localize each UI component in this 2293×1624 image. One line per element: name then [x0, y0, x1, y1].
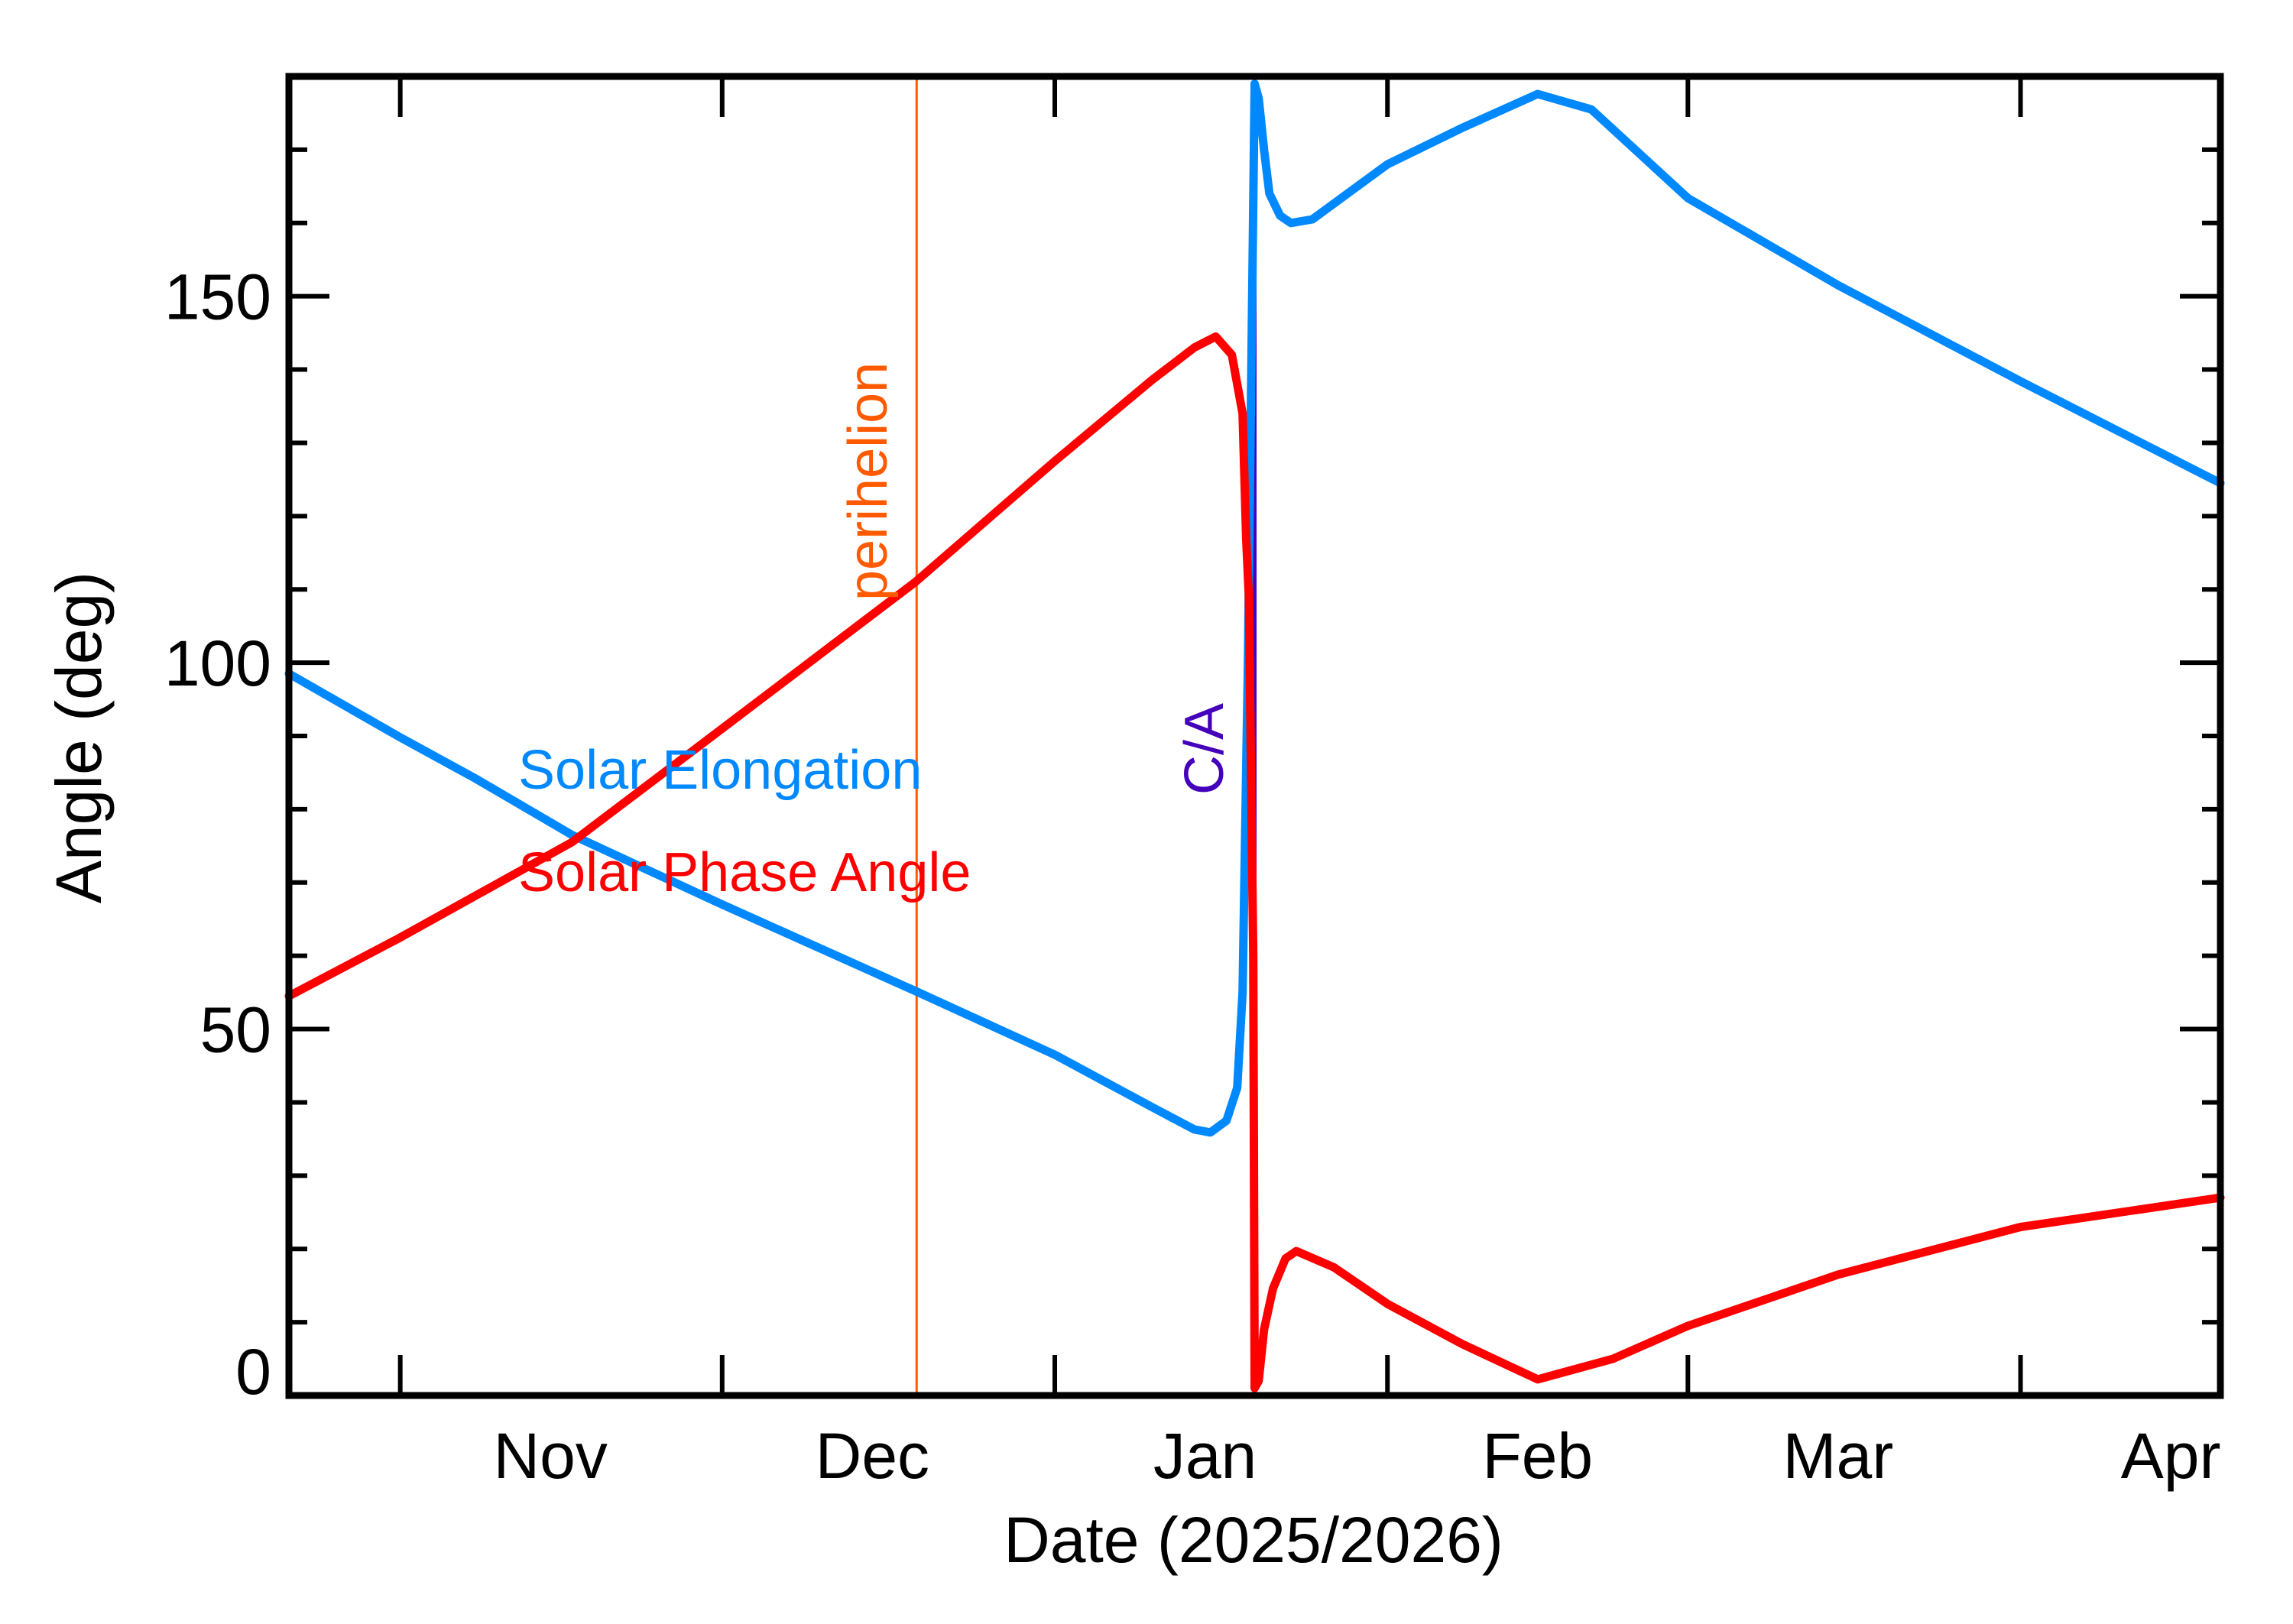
perihelion-label: perihelion	[838, 362, 899, 601]
y-tick-label: 150	[164, 261, 271, 333]
y-tick-label: 100	[164, 627, 271, 699]
y-tick-label: 0	[235, 1336, 271, 1408]
series-line-solar-elongation	[284, 79, 2225, 1137]
series-line-solar-phase-angle	[284, 332, 2225, 1392]
legend-solar-phase-angle: Solar Phase Angle	[518, 842, 971, 903]
plot-marks	[284, 76, 2225, 1395]
x-tick-label: Dec	[816, 1420, 929, 1492]
x-axis-title: Date (2025/2026)	[1004, 1504, 1503, 1576]
x-tick-label: Feb	[1482, 1420, 1593, 1492]
legend-solar-elongation: Solar Elongation	[518, 740, 922, 801]
y-axis-title: Angle (deg)	[43, 572, 115, 903]
plot-frame	[285, 73, 2224, 1399]
tick-labels: 0 50 100 150 Nov Dec Jan Feb Mar Apr	[164, 261, 2221, 1492]
x-tick-label: Mar	[1783, 1420, 1894, 1492]
x-tick-label: Nov	[494, 1420, 608, 1492]
closest-approach-label: C/A	[1174, 703, 1235, 795]
x-tick-label: Jan	[1153, 1420, 1257, 1492]
y-tick-label: 50	[200, 994, 271, 1066]
x-tick-label: Apr	[2121, 1420, 2221, 1492]
